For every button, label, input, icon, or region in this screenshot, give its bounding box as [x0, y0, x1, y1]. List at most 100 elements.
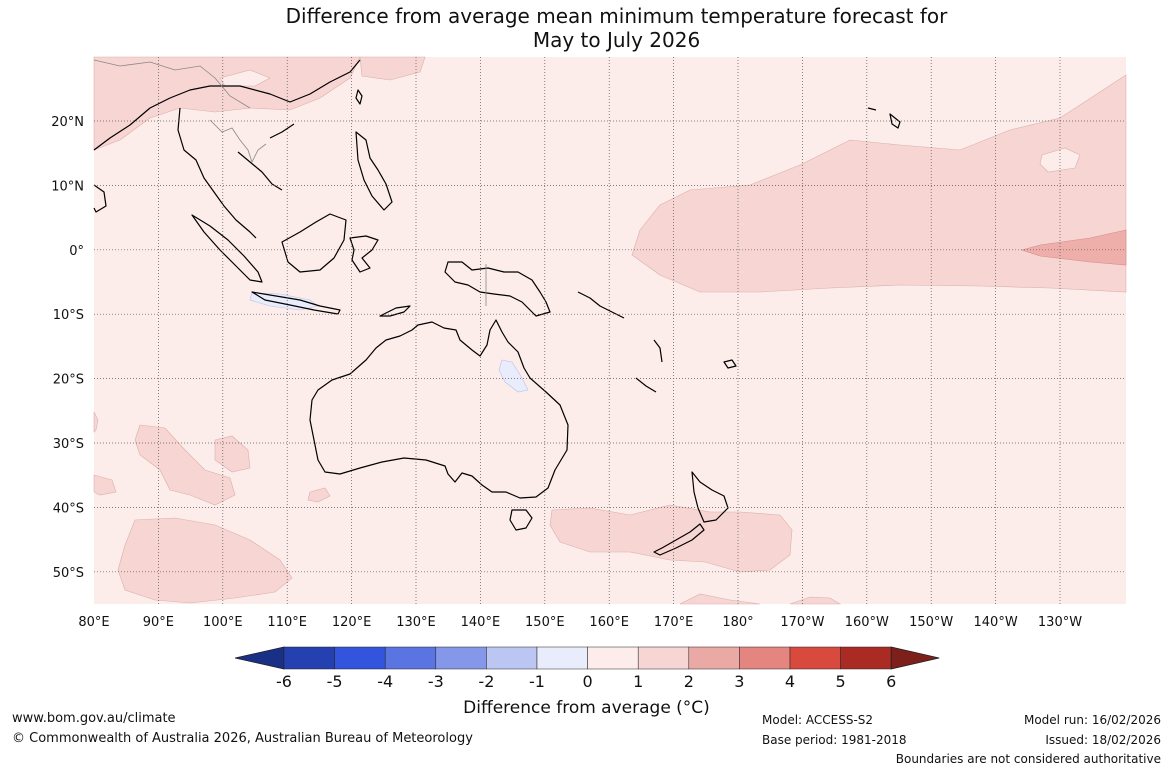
colorbar-segment: [334, 646, 386, 670]
longitude-label: 130°W: [1038, 615, 1082, 630]
coastline-new-caledonia: [635, 377, 657, 393]
anomaly-region-south-indian-1: [134, 424, 236, 506]
coastline-philippines: [355, 131, 393, 211]
colorbar-tick-label: 4: [785, 672, 795, 691]
longitude-labels: 80°E 90°E 100°E 110°E 120°E 130°E 140°E 150°E 16…: [78, 615, 1082, 630]
colorbar-segment: [637, 646, 690, 670]
anomaly-region-asia: [93, 56, 361, 151]
anomaly-region-south-indian-2: [214, 435, 251, 473]
coastline-nz-north: [691, 471, 729, 523]
longitude-label: 180°: [722, 615, 753, 630]
longitude-label: 130°E: [396, 615, 436, 630]
colorbar-tick-label: -1: [529, 672, 545, 691]
latitude-label: 10°N: [51, 179, 84, 194]
anomaly-region-inner: [219, 69, 271, 87]
colorbar-tick-label: -5: [327, 672, 343, 691]
anomaly-region-cool-java: [249, 292, 319, 311]
coastline-mainland-asia: [93, 59, 361, 239]
colorbar-segment: [840, 646, 892, 670]
colorbar-segment: [486, 646, 538, 670]
website-link[interactable]: www.bom.gov.au/climate: [12, 711, 176, 726]
anomaly-region-south-pacific: [679, 593, 842, 605]
colorbar-tick-label: -2: [478, 672, 494, 691]
longitude-label: 160°W: [845, 615, 889, 630]
base-period-label: Base period: 1981-2018: [762, 733, 907, 747]
coastline-fiji: [723, 359, 737, 369]
longitude-label: 170°E: [654, 615, 694, 630]
coastline-borneo: [281, 213, 347, 273]
anomaly-regions: [93, 56, 1127, 605]
copyright-text: © Commonwealth of Australia 2026, Austra…: [12, 731, 473, 746]
longitude-label: 100°E: [203, 615, 243, 630]
anomaly-region-south-indian-5: [117, 517, 293, 604]
colorbar-tick-label: 6: [886, 672, 896, 691]
colorbar-segment: [283, 646, 335, 670]
colorbar-tick-label: -4: [377, 672, 393, 691]
colorbar-segment: [739, 646, 791, 670]
coastline-new-guinea: [444, 261, 551, 317]
coastline-hawaii: [867, 107, 901, 129]
anomaly-region-cool-queensland: [498, 359, 529, 393]
longitude-label: 160°E: [589, 615, 629, 630]
colorbar-segment: [587, 646, 639, 670]
anomaly-region-tasman: [549, 504, 793, 573]
coastline-sri-lanka: [93, 184, 107, 213]
colorbar-arrow-max: [890, 646, 940, 670]
longitude-label: 170°W: [780, 615, 824, 630]
colorbar-title: Difference from average (°C): [463, 698, 710, 718]
latitude-label: 50°S: [53, 566, 84, 581]
coastline-tasmania: [509, 509, 533, 531]
colorbar-tick-label: 3: [734, 672, 744, 691]
latitude-label: 0°: [69, 244, 84, 259]
coastline-nz-south: [653, 523, 705, 556]
coastline-timor: [379, 305, 411, 317]
anomaly-region-equator-warm: [1020, 229, 1127, 266]
colorbar-segment: [435, 646, 487, 670]
longitude-label: 90°E: [143, 615, 174, 630]
colorbar-tick-label: -6: [276, 672, 292, 691]
colorbar-tick-label: 2: [684, 672, 694, 691]
map-title-line1: Difference from average mean minimum tem…: [285, 4, 948, 28]
graticule: [94, 57, 1126, 604]
issued-label: Issued: 18/02/2026: [1045, 733, 1161, 747]
colorbar: -6 -5 -4 -3 -2 -1 0 1 2 3 4 5 6: [234, 646, 940, 691]
anomaly-region-south-indian-4: [93, 411, 99, 433]
coastline-australia: [309, 319, 569, 499]
longitude-label: 80°E: [78, 615, 109, 630]
disclaimer-text: Boundaries are not considered authoritat…: [895, 752, 1161, 766]
latitude-label: 30°S: [53, 437, 84, 452]
latitude-label: 20°S: [53, 373, 84, 388]
longitude-label: 150°E: [525, 615, 565, 630]
coastline-sumatra: [191, 214, 263, 283]
anomaly-region-asia-east: [359, 56, 426, 81]
anomaly-region-pacific: [631, 74, 1127, 293]
latitude-labels: 20°N 10°N 0° 10°S 20°S 30°S 40°S 50°S: [51, 115, 84, 581]
colorbar-segment: [688, 646, 740, 670]
model-label: Model: ACCESS-S2: [762, 713, 874, 727]
latitude-label: 10°S: [53, 308, 84, 323]
longitude-label: 140°W: [974, 615, 1018, 630]
model-run-label: Model run: 16/02/2026: [1023, 713, 1161, 727]
colorbar-tick-label: 0: [583, 672, 593, 691]
anomaly-region-south-indian-3: [93, 474, 117, 496]
coastline-java: [251, 291, 341, 315]
colorbar-tick-label: 5: [836, 672, 846, 691]
map-title: Difference from average mean minimum tem…: [0, 4, 1173, 52]
colorbar-segment: [536, 646, 588, 670]
latitude-label: 40°S: [53, 501, 84, 516]
longitude-label: 120°E: [332, 615, 372, 630]
colorbar-segment: [384, 646, 437, 670]
coastline-vanuatu: [653, 339, 663, 363]
coastline-sulawesi: [349, 235, 379, 273]
colorbar-tick-label: 1: [633, 672, 643, 691]
coastlines: [93, 59, 901, 556]
country-borders: [93, 59, 487, 306]
latitude-label: 20°N: [51, 115, 84, 130]
coastline-taiwan: [355, 89, 363, 105]
colorbar-arrow-min: [234, 646, 285, 670]
colorbar-segment: [789, 646, 841, 670]
colorbar-tick-label: -3: [428, 672, 444, 691]
map-title-line2: May to July 2026: [532, 28, 701, 52]
longitude-label: 150°W: [909, 615, 953, 630]
